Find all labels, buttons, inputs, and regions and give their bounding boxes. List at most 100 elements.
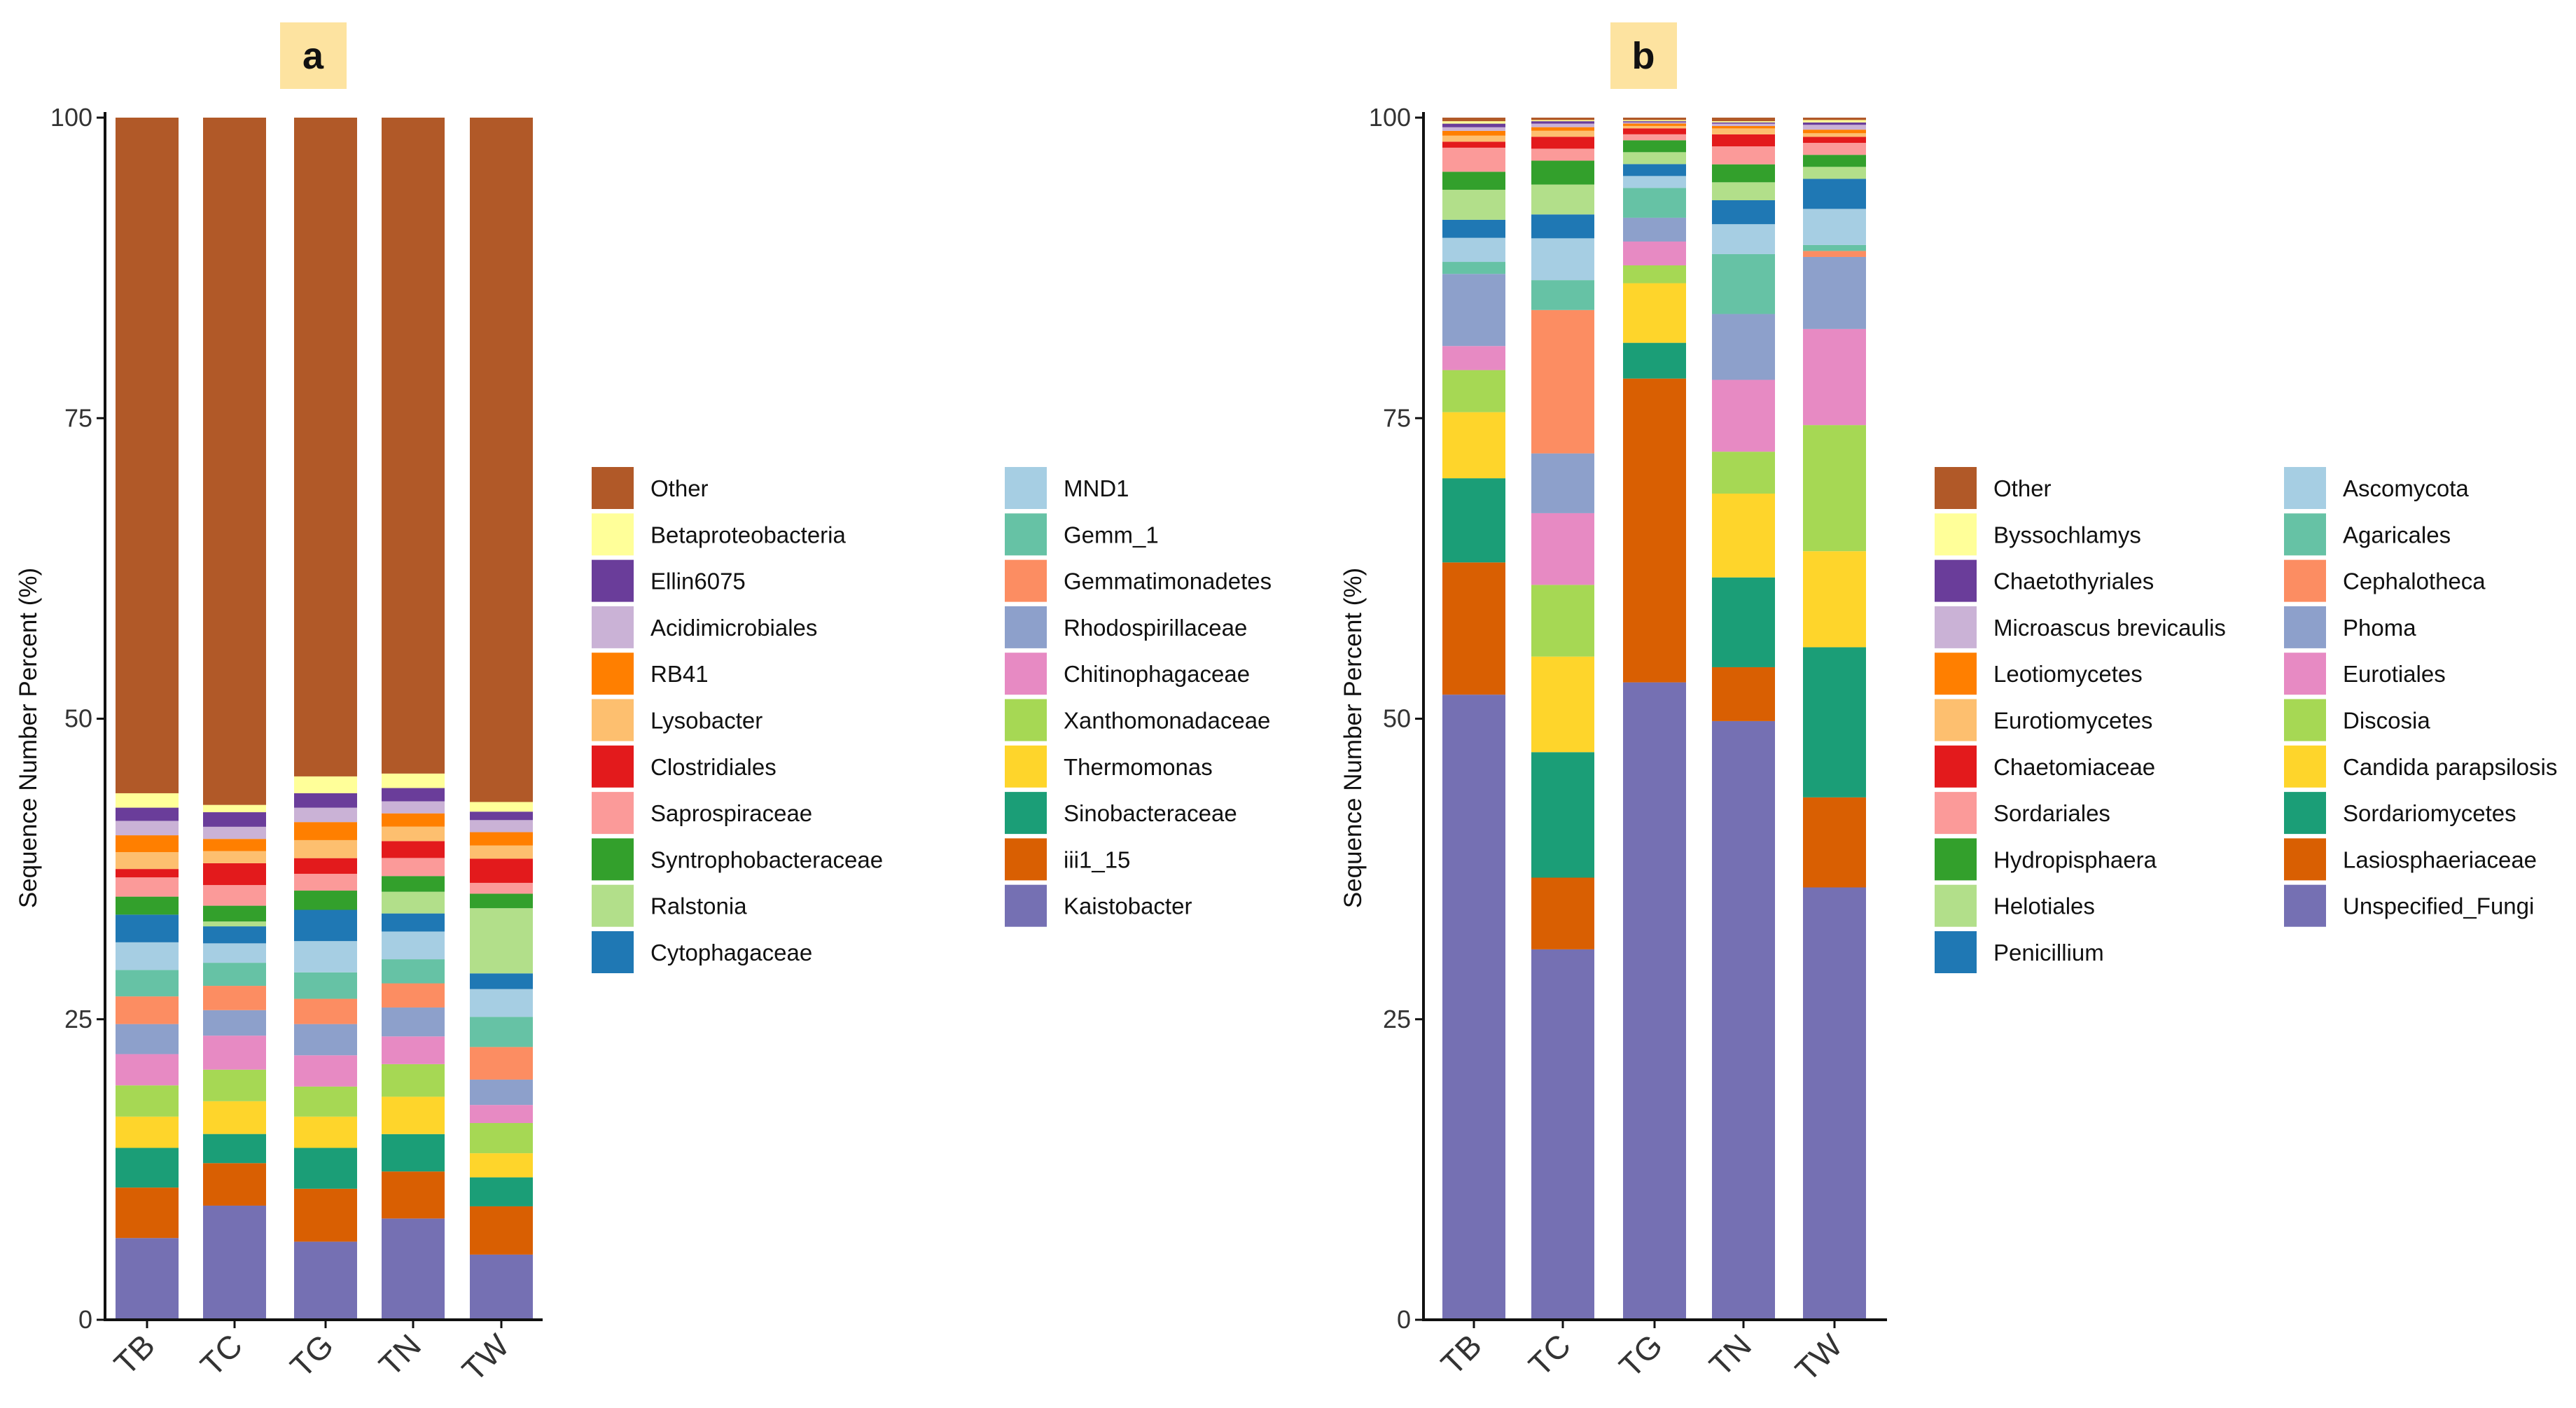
panel-b-y-axis-title: Sequence Number Percent (%): [1339, 568, 1367, 908]
bar-a-tw-cytophagaceae: [470, 973, 533, 989]
bar-b-tn-chaetomiaceae: [1712, 134, 1775, 147]
bar-a-tw-thermomonas: [470, 1153, 533, 1178]
bar-a-tn-xanthomonadaceae: [382, 1064, 445, 1097]
bar-a-tw-rb41: [470, 832, 533, 846]
legend-swatch-a-saprospiraceae: [592, 792, 634, 835]
bar-b-tb-agaricales: [1442, 262, 1505, 274]
bar-a-tb-syntrophobacteraceae: [116, 896, 179, 915]
bar-a-tw-xanthomonadaceae: [470, 1123, 533, 1154]
bar-a-tw-kaistobacter: [470, 1254, 533, 1320]
bar-b-tb-chaetomiaceae: [1442, 141, 1505, 148]
bar-a-tc-xanthomonadaceae: [203, 1069, 266, 1101]
bar-b-tw-agaricales: [1803, 244, 1866, 251]
legend-label-b-cephalotheca: Cephalotheca: [2343, 569, 2486, 594]
legend-label-a-clostridiales: Clostridiales: [650, 754, 777, 780]
bar-a-tb-chitinophagaceae: [116, 1054, 179, 1086]
bar-a-tb-other: [116, 118, 179, 793]
legend-swatch-b-chaetomiaceae: [1935, 745, 1977, 788]
bar-a-tc-saprospiraceae: [203, 885, 266, 906]
bar-b-tg-phoma: [1623, 217, 1686, 242]
legend-label-a-syntrophobacteraceae: Syntrophobacteraceae: [650, 846, 883, 872]
bar-b-tn-hydropisphaera: [1712, 164, 1775, 183]
legend-label-a-kaistobacter: Kaistobacter: [1064, 893, 1192, 919]
legend-label-b-sordariomycetes: Sordariomycetes: [2343, 800, 2516, 826]
bar-a-tc-other: [203, 118, 266, 805]
bar-b-tb-byssochlamys: [1442, 121, 1505, 124]
legend-swatch-a-cytophagaceae: [592, 931, 634, 973]
bar-a-tn-kaistobacter: [382, 1218, 445, 1320]
bar-b-tc-helotiales: [1531, 184, 1594, 215]
bar-b-tc-chaetomiaceae: [1531, 137, 1594, 149]
bar-a-tc-cytophagaceae: [203, 926, 266, 944]
legend-label-b-helotiales: Helotiales: [1993, 893, 2095, 919]
legend-swatch-a-gemm-1: [1005, 513, 1047, 556]
legend-swatch-a-gemmatimonadetes: [1005, 559, 1047, 602]
bar-a-tb-cytophagaceae: [116, 914, 179, 942]
bar-b-tb-ascomycota: [1442, 237, 1505, 263]
bar-b-tw-phoma: [1803, 256, 1866, 329]
bar-a-tc-betaproteobacteria: [203, 804, 266, 813]
legend-label-a-betaproteobacteria: Betaproteobacteria: [650, 522, 847, 548]
bar-b-tw-penicillium: [1803, 179, 1866, 209]
bar-a-tn-other: [382, 118, 445, 774]
bar-b-tc-sordariales: [1531, 148, 1594, 161]
bar-b-tg-unspecified-fungi: [1623, 682, 1686, 1320]
bar-b-tn-microascus-brevicaulis: [1712, 123, 1775, 126]
bar-a-tb-acidimicrobiales: [116, 821, 179, 836]
legend-swatch-b-microascus-brevicaulis: [1935, 606, 1977, 648]
bar-a-tg-gemm-1: [294, 972, 357, 999]
bar-b-tw-sordariomycetes: [1803, 647, 1866, 797]
legend-label-b-hydropisphaera: Hydropisphaera: [1993, 846, 2157, 872]
bar-b-tw-unspecified-fungi: [1803, 887, 1866, 1320]
legend-swatch-a-mnd1: [1005, 467, 1047, 509]
bar-a-tg-syntrophobacteraceae: [294, 891, 357, 910]
bar-a-tn-rb41: [382, 813, 445, 827]
bar-b-tc-discosia: [1531, 585, 1594, 657]
bar-a-tw-saprospiraceae: [470, 882, 533, 894]
legend-swatch-b-agaricales: [2284, 513, 2326, 556]
bar-a-tn-acidimicrobiales: [382, 801, 445, 814]
bar-b-tc-unspecified-fungi: [1531, 949, 1594, 1320]
bar-b-tc-ascomycota: [1531, 238, 1594, 281]
bar-a-tb-gemmatimonadetes: [116, 996, 179, 1024]
bar-a-tc-ralstonia: [203, 921, 266, 927]
bar-a-tn-lysobacter: [382, 826, 445, 842]
legend-swatch-b-sordariales: [1935, 792, 1977, 835]
bar-a-tn-cytophagaceae: [382, 913, 445, 932]
bar-b-tb-eurotiomycetes: [1442, 135, 1505, 142]
bar-b-tg-chaetothyriales: [1623, 121, 1686, 123]
bar-b-tb-candida-parapsilosis: [1442, 412, 1505, 479]
bar-b-tb-phoma: [1442, 274, 1505, 347]
bar-b-tw-lasiosphaeriaceae: [1803, 797, 1866, 888]
legend-swatch-b-eurotiomycetes: [1935, 699, 1977, 741]
bar-a-tb-rhodospirillaceae: [116, 1024, 179, 1054]
bar-a-tw-ralstonia: [470, 908, 533, 974]
bar-b-tn-helotiales: [1712, 182, 1775, 201]
legend-label-b-phoma: Phoma: [2343, 615, 2416, 641]
bar-a-tc-syntrophobacteraceae: [203, 905, 266, 922]
panel-b-label: b: [1632, 35, 1655, 77]
bar-a-tn-saprospiraceae: [382, 858, 445, 877]
y-tick-label-b: 25: [1383, 1005, 1411, 1033]
bar-b-tc-leotiomycetes: [1531, 127, 1594, 131]
bar-b-tc-cephalotheca: [1531, 309, 1594, 454]
bar-a-tg-mnd1: [294, 941, 357, 973]
bar-a-tn-gemmatimonadetes: [382, 983, 445, 1008]
bar-b-tn-eurotiales: [1712, 379, 1775, 452]
legend-swatch-a-ellin6075: [592, 559, 634, 602]
legend-swatch-a-other: [592, 467, 634, 509]
bar-b-tg-microascus-brevicaulis: [1623, 122, 1686, 124]
legend-label-a-lysobacter: Lysobacter: [650, 708, 763, 734]
bar-b-tn-agaricales: [1712, 253, 1775, 314]
y-tick-label-b: 50: [1383, 704, 1411, 733]
legend-label-a-xanthomonadaceae: Xanthomonadaceae: [1064, 708, 1270, 734]
y-tick-label-b: 0: [1397, 1305, 1411, 1334]
bar-b-tn-ascomycota: [1712, 224, 1775, 254]
legend-swatch-a-syntrophobacteraceae: [592, 838, 634, 881]
bar-a-tc-ellin6075: [203, 812, 266, 827]
legend-label-a-chitinophagaceae: Chitinophagaceae: [1064, 661, 1250, 687]
bar-a-tn-chitinophagaceae: [382, 1036, 445, 1064]
legend-label-a-mnd1: MND1: [1064, 475, 1129, 501]
bar-b-tn-leotiomycetes: [1712, 125, 1775, 129]
